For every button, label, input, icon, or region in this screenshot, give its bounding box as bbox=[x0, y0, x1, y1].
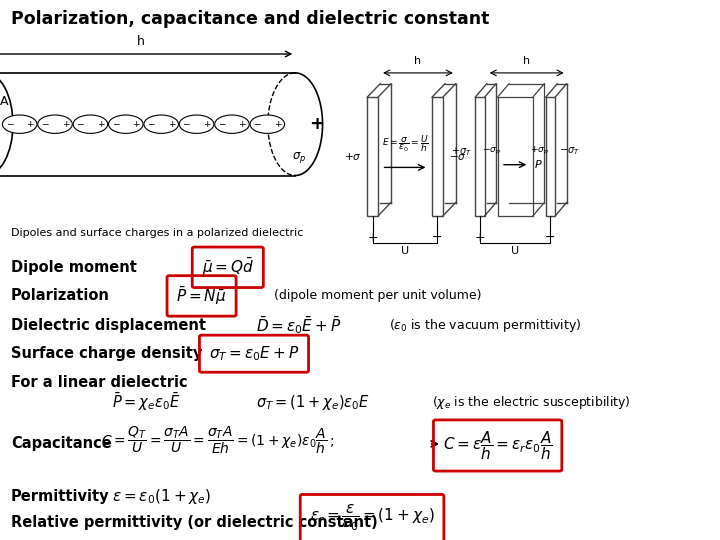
Text: +: + bbox=[310, 115, 324, 133]
Text: For a linear dielectric: For a linear dielectric bbox=[11, 375, 187, 390]
Text: U: U bbox=[401, 246, 409, 256]
Text: h: h bbox=[137, 35, 144, 48]
Text: Surface charge density: Surface charge density bbox=[11, 346, 202, 361]
Text: (dipole moment per unit volume): (dipole moment per unit volume) bbox=[274, 289, 481, 302]
Text: $\bar{P} = \chi_e\varepsilon_0\bar{E}$: $\bar{P} = \chi_e\varepsilon_0\bar{E}$ bbox=[112, 392, 180, 413]
Text: $-\sigma_T$: $-\sigma_T$ bbox=[559, 145, 580, 157]
Ellipse shape bbox=[144, 115, 179, 133]
Ellipse shape bbox=[2, 115, 37, 133]
Text: $\bar{D} = \varepsilon_0\bar{E} + \bar{P}$: $\bar{D} = \varepsilon_0\bar{E} + \bar{P… bbox=[256, 314, 341, 336]
Text: +$\sigma_T$: +$\sigma_T$ bbox=[451, 145, 472, 158]
Text: $\varepsilon_r = \dfrac{\varepsilon}{\varepsilon_0} = (1+\chi_e)$: $\varepsilon_r = \dfrac{\varepsilon}{\va… bbox=[310, 504, 434, 533]
Text: Dielectric displacement: Dielectric displacement bbox=[11, 318, 206, 333]
Text: +: + bbox=[474, 231, 485, 244]
Text: +: + bbox=[203, 120, 211, 129]
Text: +$\sigma_p$: +$\sigma_p$ bbox=[530, 145, 549, 157]
Text: $\sigma_p$: $\sigma_p$ bbox=[292, 150, 306, 165]
Text: $E=\dfrac{\sigma}{\varepsilon_0}=\dfrac{U}{h}$: $E=\dfrac{\sigma}{\varepsilon_0}=\dfrac{… bbox=[382, 133, 428, 153]
Text: $-\sigma$: $-\sigma$ bbox=[449, 152, 466, 161]
Text: −: − bbox=[182, 120, 190, 129]
Text: $C=\varepsilon\dfrac{A}{h}=\varepsilon_r\varepsilon_0\dfrac{A}{h}$: $C=\varepsilon\dfrac{A}{h}=\varepsilon_r… bbox=[443, 429, 552, 462]
Text: −: − bbox=[545, 231, 556, 244]
Text: $\bar{P} = N\bar{\mu}$: $\bar{P} = N\bar{\mu}$ bbox=[176, 285, 227, 307]
Text: −: − bbox=[253, 120, 261, 129]
Text: −: − bbox=[147, 120, 155, 129]
Ellipse shape bbox=[250, 115, 284, 133]
Text: Polarization, capacitance and dielectric constant: Polarization, capacitance and dielectric… bbox=[11, 10, 489, 28]
Text: Permittivity: Permittivity bbox=[11, 489, 109, 504]
Text: −: − bbox=[76, 120, 84, 129]
Ellipse shape bbox=[73, 115, 108, 133]
Text: +: + bbox=[26, 120, 34, 129]
Text: Dipoles and surface charges in a polarized dielectric: Dipoles and surface charges in a polariz… bbox=[11, 228, 303, 238]
Text: −: − bbox=[6, 120, 13, 129]
Text: $\sigma_T = (1+\chi_e)\varepsilon_0 E$: $\sigma_T = (1+\chi_e)\varepsilon_0 E$ bbox=[256, 393, 369, 412]
Text: Relative permittivity (or dielectric constant): Relative permittivity (or dielectric con… bbox=[11, 515, 377, 530]
Text: $\varepsilon = \varepsilon_0(1+\chi_e)$: $\varepsilon = \varepsilon_0(1+\chi_e)$ bbox=[112, 487, 211, 507]
Text: −: − bbox=[41, 120, 48, 129]
Text: h: h bbox=[415, 56, 421, 66]
Text: Polarization: Polarization bbox=[11, 288, 109, 303]
Text: ($\chi_e$ is the electric susceptibility): ($\chi_e$ is the electric susceptibility… bbox=[432, 394, 631, 411]
Text: +: + bbox=[168, 120, 175, 129]
Text: +: + bbox=[97, 120, 104, 129]
Ellipse shape bbox=[37, 115, 72, 133]
Text: $C=\dfrac{Q_T}{U}=\dfrac{\sigma_T A}{U}=\dfrac{\sigma_T A}{Eh}=(1+\chi_e)\vareps: $C=\dfrac{Q_T}{U}=\dfrac{\sigma_T A}{U}=… bbox=[101, 424, 334, 456]
Text: Capacitance: Capacitance bbox=[11, 436, 112, 451]
Text: +$\sigma$: +$\sigma$ bbox=[344, 151, 361, 162]
Text: +: + bbox=[274, 120, 282, 129]
Text: P: P bbox=[535, 160, 541, 170]
Text: h: h bbox=[523, 56, 530, 66]
Ellipse shape bbox=[0, 73, 13, 176]
Text: +: + bbox=[132, 120, 140, 129]
Ellipse shape bbox=[109, 115, 143, 133]
Text: −: − bbox=[112, 120, 120, 129]
Ellipse shape bbox=[179, 115, 214, 133]
Text: −: − bbox=[218, 120, 225, 129]
Ellipse shape bbox=[215, 115, 249, 133]
Text: +: + bbox=[238, 120, 246, 129]
Text: +: + bbox=[367, 231, 378, 244]
Text: $-\sigma_p$: $-\sigma_p$ bbox=[482, 146, 500, 157]
Text: U: U bbox=[511, 246, 519, 256]
Text: A: A bbox=[0, 94, 9, 107]
Text: +: + bbox=[62, 120, 69, 129]
Text: $\sigma_T = \varepsilon_0 E + P$: $\sigma_T = \varepsilon_0 E + P$ bbox=[209, 345, 300, 363]
Text: −: − bbox=[432, 231, 443, 244]
Text: ($\varepsilon_0$ is the vacuum permittivity): ($\varepsilon_0$ is the vacuum permittiv… bbox=[389, 316, 581, 334]
Text: Dipole moment: Dipole moment bbox=[11, 260, 137, 275]
Text: $\bar{\mu} = Q\bar{d}$: $\bar{\mu} = Q\bar{d}$ bbox=[202, 256, 254, 278]
